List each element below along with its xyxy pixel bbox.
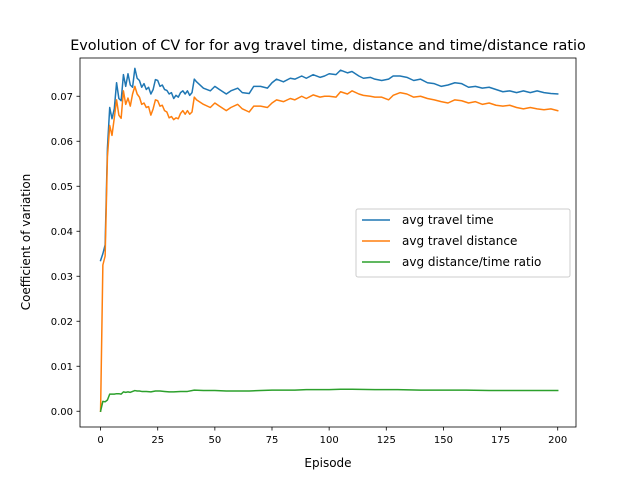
- y-tick-label: 0.07: [51, 92, 73, 103]
- y-tick-label: 0.02: [51, 317, 73, 328]
- x-tick-label: 0: [97, 435, 103, 446]
- series-line-2: [99, 388, 559, 413]
- y-tick-label: 0.01: [51, 362, 73, 373]
- x-tick-label: 25: [151, 435, 164, 446]
- y-tick-label: 0.04: [51, 227, 73, 238]
- x-tick-label: 175: [491, 435, 510, 446]
- series-lines: [99, 67, 559, 413]
- x-tick-label: 100: [320, 435, 339, 446]
- plot-frame: [79, 57, 577, 428]
- x-tick-label: 125: [377, 435, 396, 446]
- legend-frame: [355, 208, 571, 278]
- legend: avg travel time avg travel distance avg di…: [355, 208, 571, 278]
- legend-label: avg distance/time ratio: [402, 255, 541, 269]
- series-line-0: [99, 67, 559, 262]
- series-line-1: [99, 85, 559, 413]
- y-axis-ticks: 0.00 0.01 0.02 0.03 0.04 0.05 0.06 0.07: [51, 92, 80, 418]
- y-tick-label: 0.03: [51, 272, 73, 283]
- x-tick-label: 50: [208, 435, 221, 446]
- x-tick-label: 150: [434, 435, 453, 446]
- y-axis-label: Coefficient of variation: [19, 174, 33, 311]
- x-axis-label: Episode: [304, 456, 351, 470]
- legend-label: avg travel distance: [402, 234, 517, 248]
- y-tick-label: 0.00: [51, 407, 73, 418]
- y-tick-label: 0.06: [51, 137, 73, 148]
- x-axis-ticks: 0 25 50 75 100 125 150 175 200: [97, 427, 567, 446]
- x-tick-label: 200: [548, 435, 567, 446]
- chart-title: Evolution of CV for for avg travel time,…: [70, 38, 586, 54]
- x-tick-label: 75: [266, 435, 279, 446]
- y-tick-label: 0.05: [51, 182, 73, 193]
- legend-label: avg travel time: [402, 213, 494, 227]
